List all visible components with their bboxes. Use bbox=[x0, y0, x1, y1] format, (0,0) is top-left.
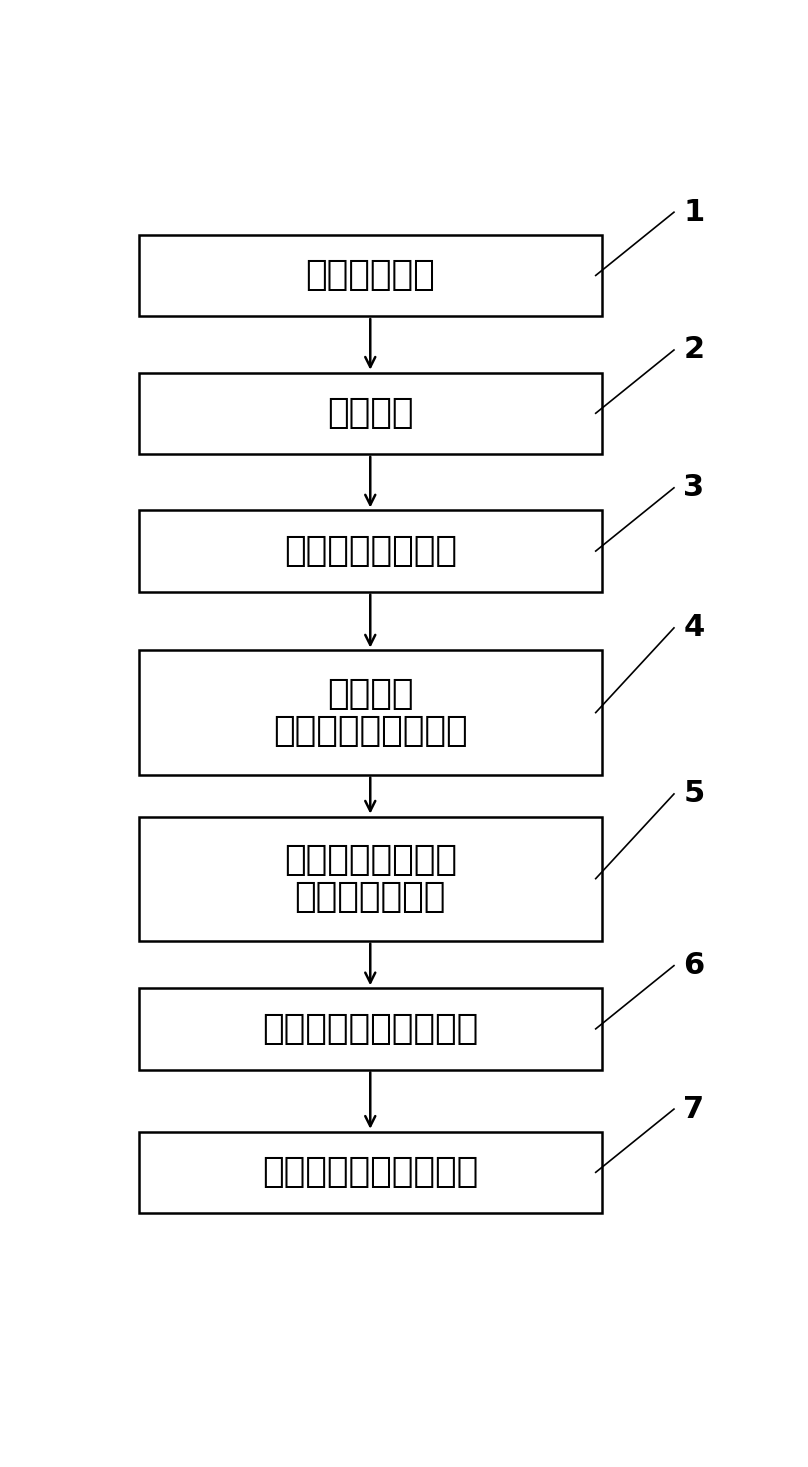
Text: 3: 3 bbox=[684, 474, 705, 502]
Bar bbox=[139, 989, 602, 1069]
Text: 生成模块: 生成模块 bbox=[327, 676, 414, 711]
Text: 概率函数生成模块: 概率函数生成模块 bbox=[284, 534, 457, 568]
Bar bbox=[139, 650, 602, 775]
Text: 1: 1 bbox=[684, 198, 705, 227]
Text: 2: 2 bbox=[684, 336, 705, 364]
Bar bbox=[139, 1131, 602, 1213]
Text: 优化调度结果计算模块: 优化调度结果计算模块 bbox=[262, 1156, 478, 1190]
Text: 7: 7 bbox=[684, 1094, 705, 1124]
Bar bbox=[139, 817, 602, 940]
Text: 4: 4 bbox=[684, 613, 705, 643]
Text: 综合约束条件生成模块: 综合约束条件生成模块 bbox=[262, 1012, 478, 1046]
Text: 收益最大化目标函数: 收益最大化目标函数 bbox=[273, 714, 468, 748]
Text: 分群模块: 分群模块 bbox=[327, 396, 414, 430]
Bar bbox=[139, 235, 602, 315]
Text: 6: 6 bbox=[684, 951, 705, 980]
Text: 5: 5 bbox=[684, 779, 705, 808]
Text: 数据获取模块: 数据获取模块 bbox=[305, 258, 436, 292]
Bar bbox=[139, 511, 602, 591]
Text: 社会福利最大化: 社会福利最大化 bbox=[295, 880, 446, 914]
Text: 目标函数生成模块: 目标函数生成模块 bbox=[284, 844, 457, 877]
Bar bbox=[139, 373, 602, 453]
